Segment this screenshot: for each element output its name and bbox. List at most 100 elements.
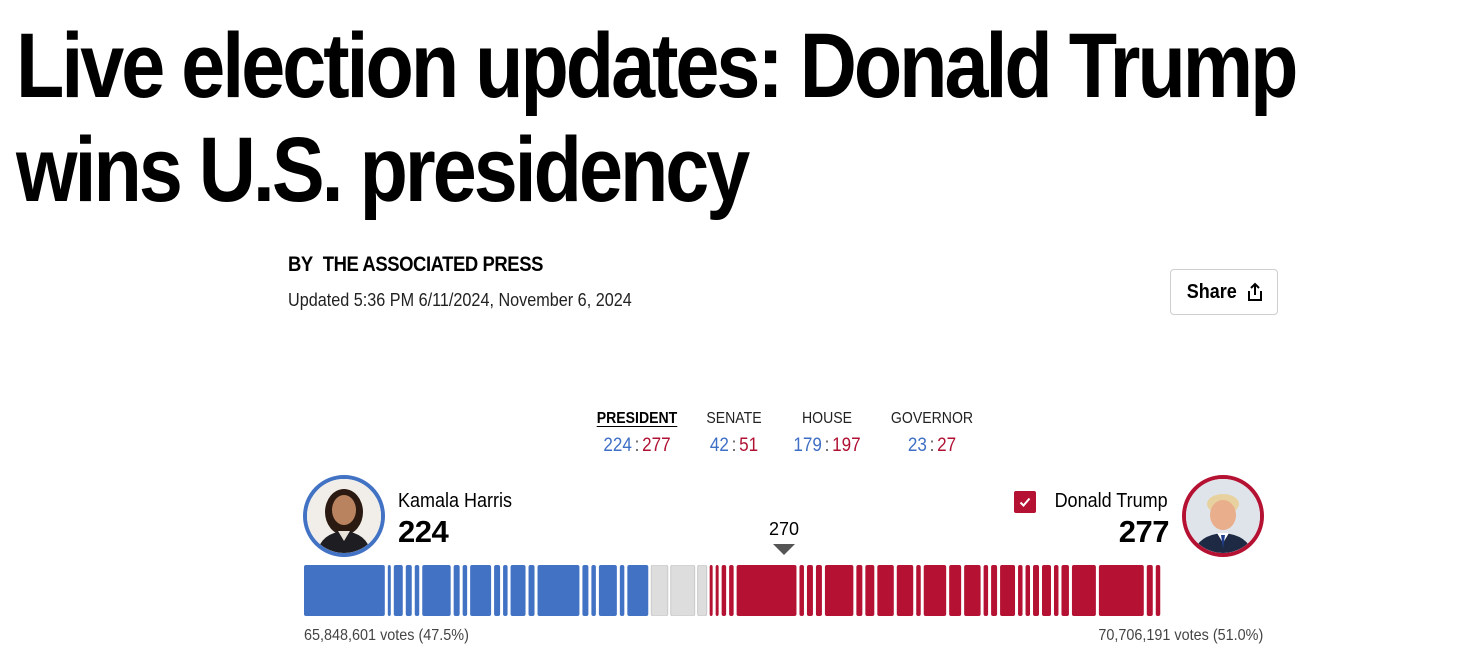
dem-score: 179 [793, 435, 822, 456]
score-separator: : [929, 435, 935, 456]
state-segment-dem[interactable] [304, 565, 385, 616]
state-segment-rep[interactable] [815, 565, 822, 616]
state-segment-rep[interactable] [729, 565, 734, 616]
headline-line-2: wins U.S. presidency [16, 119, 750, 221]
tab-label: PRESIDENT [596, 410, 678, 427]
state-segment-rep[interactable] [1042, 565, 1051, 616]
rep-score: 277 [642, 435, 671, 456]
tab-score: 23:27 [889, 435, 975, 457]
state-segment-dem[interactable] [591, 565, 596, 616]
score-separator: : [824, 435, 830, 456]
share-icon [1246, 282, 1264, 302]
state-segment-dem[interactable] [537, 565, 580, 616]
byline: BY THE ASSOCIATED PRESS [288, 253, 543, 277]
byline-author[interactable]: THE ASSOCIATED PRESS [322, 253, 544, 276]
rep-score: 197 [832, 435, 861, 456]
score-separator: : [634, 435, 640, 456]
electoral-vote-bar [304, 565, 1161, 616]
state-segment-rep[interactable] [721, 565, 727, 616]
state-segment-rep[interactable] [1061, 565, 1069, 616]
state-segment-rep[interactable] [877, 565, 894, 616]
state-segment-rep[interactable] [709, 565, 713, 616]
threshold-marker: 270 [764, 519, 804, 555]
rep-score: 27 [937, 435, 957, 456]
race-tabs: PRESIDENT 224:277 SENATE 42:51 HOUSE 179… [580, 408, 990, 460]
tab-score: 42:51 [698, 435, 770, 457]
state-segment-rep[interactable] [824, 565, 854, 616]
score-separator: : [731, 435, 737, 456]
state-segment-dem[interactable] [470, 565, 492, 616]
state-segment-rep[interactable] [1155, 565, 1161, 616]
share-label: Share [1186, 280, 1238, 303]
state-segment-rep[interactable] [923, 565, 947, 616]
state-segment-dem[interactable] [494, 565, 501, 616]
tab-label: GOVERNOR [890, 410, 974, 427]
trump-avatar[interactable] [1182, 475, 1264, 557]
state-segment-dem[interactable] [405, 565, 412, 616]
threshold-label: 270 [768, 519, 800, 539]
state-segment-dem[interactable] [528, 565, 535, 616]
state-segment-rep[interactable] [1098, 565, 1144, 616]
state-segment-dem[interactable] [619, 565, 625, 616]
state-segment-rep[interactable] [1025, 565, 1031, 616]
dem-score: 42 [709, 435, 729, 456]
state-segment-rep[interactable] [1000, 565, 1016, 616]
state-segment-rep[interactable] [1018, 565, 1023, 616]
state-segment-rep[interactable] [896, 565, 914, 616]
state-segment-rep[interactable] [799, 565, 804, 616]
updated-timestamp: Updated 5:36 PM 6/11/2024, November 6, 2… [288, 290, 632, 310]
harris-avatar[interactable] [303, 475, 385, 557]
state-segment-dem[interactable] [582, 565, 589, 616]
state-segment-rep[interactable] [964, 565, 981, 616]
state-segment-dem[interactable] [453, 565, 460, 616]
winner-check-icon [1014, 490, 1037, 513]
byline-prefix: BY [288, 253, 313, 276]
state-segment-undecided[interactable] [670, 565, 696, 616]
dem-score: 224 [603, 435, 632, 456]
state-segment-dem[interactable] [503, 565, 508, 616]
tab-governor[interactable]: GOVERNOR 23:27 [884, 408, 980, 457]
state-segment-dem[interactable] [510, 565, 526, 616]
tab-house[interactable]: HOUSE 179:197 [782, 408, 872, 457]
dem-score: 23 [907, 435, 927, 456]
tab-label: SENATE [706, 410, 762, 427]
headline-line-1: Live election updates: Donald Trump [16, 15, 1298, 117]
state-segment-rep[interactable] [1071, 565, 1096, 616]
tab-label: HOUSE [801, 410, 853, 427]
state-segment-dem[interactable] [598, 565, 617, 616]
tab-senate[interactable]: SENATE 42:51 [694, 408, 774, 457]
state-segment-dem[interactable] [393, 565, 403, 616]
state-segment-rep[interactable] [715, 565, 719, 616]
state-segment-dem[interactable] [387, 565, 391, 616]
state-segment-rep[interactable] [1033, 565, 1040, 616]
harris-popular-vote: 65,848,601 votes (47.5%) [304, 627, 469, 644]
state-segment-rep[interactable] [856, 565, 863, 616]
trump-name: Donald Trump [1054, 490, 1168, 512]
state-segment-rep[interactable] [865, 565, 875, 616]
trump-name-group: Donald Trump [1014, 490, 1168, 513]
state-segment-rep[interactable] [1053, 565, 1059, 616]
state-segment-dem[interactable] [627, 565, 649, 616]
tab-score: 224:277 [586, 435, 689, 457]
tab-president[interactable]: PRESIDENT 224:277 [580, 408, 694, 457]
threshold-arrow-icon [773, 544, 795, 555]
trump-popular-vote: 70,706,191 votes (51.0%) [1098, 627, 1263, 644]
state-segment-undecided[interactable] [650, 565, 669, 616]
state-segment-dem[interactable] [422, 565, 451, 616]
rep-score: 51 [739, 435, 759, 456]
state-segment-rep[interactable] [949, 565, 962, 616]
headline: Live election updates: Donald Trump wins… [16, 14, 1298, 222]
state-segment-dem[interactable] [414, 565, 420, 616]
harris-name: Kamala Harris [398, 490, 513, 512]
state-segment-rep[interactable] [983, 565, 989, 616]
state-segment-rep[interactable] [806, 565, 813, 616]
state-segment-rep[interactable] [736, 565, 797, 616]
state-segment-undecided[interactable] [697, 565, 708, 616]
state-segment-rep[interactable] [1146, 565, 1153, 616]
state-segment-dem[interactable] [462, 565, 468, 616]
state-segment-rep[interactable] [916, 565, 921, 616]
harris-electoral-votes: 224 [398, 514, 449, 549]
state-segment-rep[interactable] [991, 565, 998, 616]
tab-score: 179:197 [787, 435, 868, 457]
share-button[interactable]: Share [1170, 269, 1278, 315]
